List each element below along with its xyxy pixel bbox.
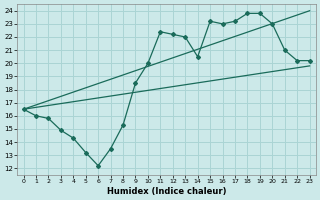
X-axis label: Humidex (Indice chaleur): Humidex (Indice chaleur) <box>107 187 226 196</box>
